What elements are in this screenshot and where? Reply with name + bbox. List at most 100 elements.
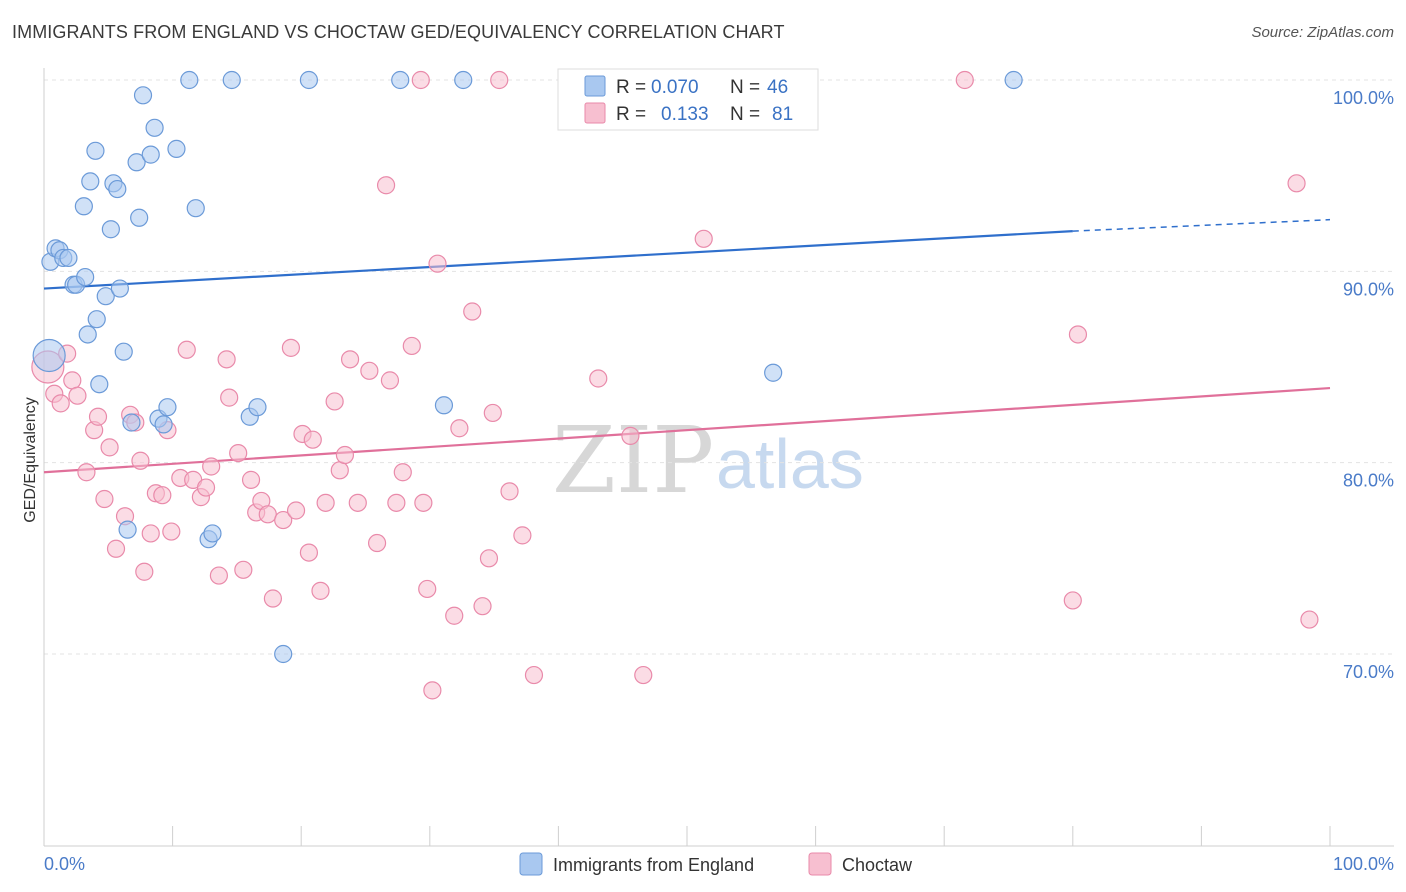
- watermark-atlas: atlas: [716, 425, 864, 503]
- choctaw-point-15: [131, 451, 150, 470]
- choctaw-point-61: [423, 681, 442, 700]
- y-tick-labels: 70.0% 80.0% 90.0% 100.0%: [1333, 88, 1394, 682]
- trend-line-extension-0: [1072, 218, 1331, 232]
- choctaw-point-6: [77, 463, 96, 482]
- bottom-legend-swatch-choctaw: [808, 852, 832, 876]
- england-point-31: [167, 139, 186, 158]
- england-point-16: [101, 220, 120, 239]
- choctaw-point-53: [376, 176, 396, 195]
- choctaw-point-81: [1300, 610, 1319, 629]
- choctaw-point-26: [196, 478, 216, 497]
- england-point-10: [74, 197, 93, 216]
- legend-r-label-choctaw: R =: [616, 104, 646, 125]
- england-point-40: [299, 70, 319, 90]
- england-point-20: [114, 342, 133, 361]
- choctaw-point-32: [234, 560, 253, 579]
- england-point-26: [141, 145, 160, 164]
- legend-n-label-england: N =: [730, 77, 760, 98]
- choctaw-point-79: [1068, 325, 1088, 344]
- choctaw-point-31: [229, 444, 248, 463]
- choctaw-point-55: [387, 493, 406, 512]
- choctaw-point-38: [274, 510, 293, 530]
- choctaw-point-62: [428, 254, 447, 273]
- x-tick-label-min: 0.0%: [44, 854, 85, 874]
- choctaw-point-16: [135, 562, 154, 581]
- england-point-33: [186, 199, 205, 218]
- england-point-8: [78, 325, 97, 344]
- legend-r-value-choctaw: 0.133: [661, 104, 709, 125]
- choctaw-point-71: [513, 526, 532, 545]
- legend-swatch-choctaw: [584, 102, 606, 124]
- watermark-zip: ZIP: [552, 407, 714, 514]
- choctaw-point-73: [589, 369, 608, 388]
- bottom-legend-label-england: Immigrants from England: [553, 855, 754, 875]
- choctaw-point-29: [217, 350, 236, 369]
- england-point-35: [203, 524, 222, 543]
- y-tick-label-90: 90.0%: [1343, 279, 1394, 299]
- choctaw-point-4: [63, 371, 82, 390]
- england-point-41: [391, 70, 410, 90]
- legend-n-value-choctaw: 81: [772, 104, 793, 125]
- trend-line-1: [43, 386, 1331, 474]
- england-point-29: [154, 415, 173, 434]
- choctaw-point-28: [209, 566, 228, 585]
- choctaw-point-77: [955, 70, 974, 90]
- choctaw-point-2: [51, 394, 70, 413]
- choctaw-point-75: [634, 665, 653, 685]
- england-point-5: [59, 248, 78, 268]
- choctaw-point-43: [303, 430, 322, 449]
- england-point-24: [130, 208, 149, 227]
- choctaw-point-65: [463, 302, 482, 321]
- choctaw-point-56: [393, 463, 412, 482]
- choctaw-point-5: [68, 386, 87, 405]
- choctaw-point-44: [311, 581, 330, 600]
- choctaw-point-70: [500, 482, 519, 501]
- england-point-43: [454, 70, 473, 90]
- y-tick-label-70: 70.0%: [1343, 662, 1394, 682]
- choctaw-point-69: [490, 70, 509, 90]
- choctaw-point-17: [141, 524, 160, 543]
- trend-lines: [43, 218, 1331, 474]
- england-point-44: [764, 363, 783, 382]
- choctaw-point-46: [325, 392, 344, 411]
- y-tick-label-80: 80.0%: [1343, 471, 1394, 491]
- england-point-30: [158, 398, 177, 417]
- england-point-18: [108, 179, 127, 199]
- choctaw-point-11: [106, 539, 126, 558]
- choctaw-point-68: [483, 403, 502, 423]
- choctaw-point-67: [479, 549, 499, 568]
- england-point-19: [110, 279, 129, 298]
- choctaw-point-9: [95, 489, 114, 509]
- choctaw-point-52: [367, 533, 387, 553]
- choctaw-point-74: [621, 426, 640, 445]
- choctaw-point-51: [360, 361, 379, 380]
- choctaw-point-60: [418, 579, 437, 599]
- england-point-11: [81, 172, 100, 191]
- england-point-39: [274, 644, 293, 664]
- choctaw-point-59: [414, 493, 433, 512]
- choctaw-point-48: [335, 445, 355, 465]
- choctaw-point-10: [100, 438, 119, 457]
- england-point-25: [133, 86, 153, 105]
- england-point-9: [76, 267, 95, 287]
- choctaw-point-47: [330, 461, 349, 480]
- y-tick-label-100: 100.0%: [1333, 88, 1394, 108]
- choctaw-point-33: [241, 470, 261, 489]
- correlation-legend: R = 0.070 N = 46 R = 0.133 N = 81: [557, 68, 819, 131]
- data-points: [31, 70, 1319, 700]
- england-point-22: [122, 413, 141, 432]
- trend-line-0: [43, 230, 1073, 290]
- choctaw-point-23: [177, 340, 196, 359]
- choctaw-point-58: [411, 70, 430, 90]
- choctaw-point-45: [316, 493, 335, 512]
- choctaw-point-36: [258, 505, 277, 524]
- choctaw-point-19: [153, 486, 172, 505]
- choctaw-point-39: [281, 338, 301, 357]
- choctaw-point-78: [1063, 591, 1082, 610]
- chart-source: Source: ZipAtlas.com: [1251, 24, 1394, 41]
- legend-swatch-england: [584, 75, 606, 97]
- choctaw-point-40: [286, 501, 306, 520]
- legend-n-label-choctaw: N =: [730, 104, 760, 125]
- england-point-0: [32, 338, 66, 373]
